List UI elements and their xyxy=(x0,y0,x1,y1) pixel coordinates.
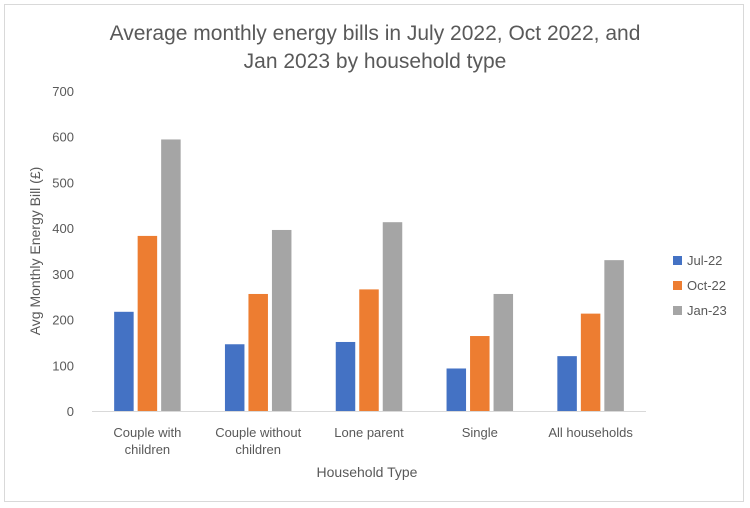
y-tick-label: 600 xyxy=(52,130,74,145)
x-tick-label: Couple with children xyxy=(113,425,181,457)
bar-jan-23-3 xyxy=(493,293,514,411)
y-tick-label: 0 xyxy=(67,404,74,419)
bar-jul-22-0 xyxy=(114,311,134,411)
y-axis-label: Avg Monthly Energy Bill (£) xyxy=(27,167,43,336)
bar-oct-22-3 xyxy=(470,336,490,411)
legend-label-jan-23: Jan-23 xyxy=(687,303,727,318)
y-tick-label: 200 xyxy=(52,313,74,328)
bar-oct-22-1 xyxy=(248,293,268,411)
bar-jul-22-1 xyxy=(224,344,245,411)
x-tick-label: All households xyxy=(548,425,633,440)
bar-jul-22-3 xyxy=(446,368,467,411)
y-tick-label: 100 xyxy=(52,358,74,373)
legend-swatch-jul-22 xyxy=(673,256,682,265)
bar-oct-22-2 xyxy=(359,289,379,411)
legend-label-jul-22: Jul-22 xyxy=(687,253,722,268)
bar-oct-22-0 xyxy=(137,235,158,411)
x-tick-label: Couple without children xyxy=(215,425,301,457)
bar-jan-23-2 xyxy=(382,222,403,411)
bar-jan-23-4 xyxy=(604,260,624,411)
legend-label-oct-22: Oct-22 xyxy=(687,278,726,293)
chart-title-line-2: Jan 2023 by household type xyxy=(244,50,507,73)
x-tick-label: Single xyxy=(462,425,498,440)
bar-oct-22-4 xyxy=(580,313,601,411)
y-tick-label: 500 xyxy=(52,175,74,190)
x-tick-label: Lone parent xyxy=(334,425,404,440)
legend-swatch-oct-22 xyxy=(673,281,682,290)
chart-title-line-1: Average monthly energy bills in July 202… xyxy=(110,22,641,45)
bar-jan-23-0 xyxy=(161,139,181,411)
bar-jul-22-2 xyxy=(335,341,356,411)
y-tick-label: 700 xyxy=(52,84,74,99)
legend-swatch-jan-23 xyxy=(673,306,682,315)
bar-jul-22-4 xyxy=(557,356,577,411)
y-tick-label: 400 xyxy=(52,221,74,236)
x-axis-label: Household Type xyxy=(317,464,418,480)
chart-frame xyxy=(4,4,744,502)
bar-jan-23-1 xyxy=(271,229,292,411)
y-tick-label: 300 xyxy=(52,267,74,282)
